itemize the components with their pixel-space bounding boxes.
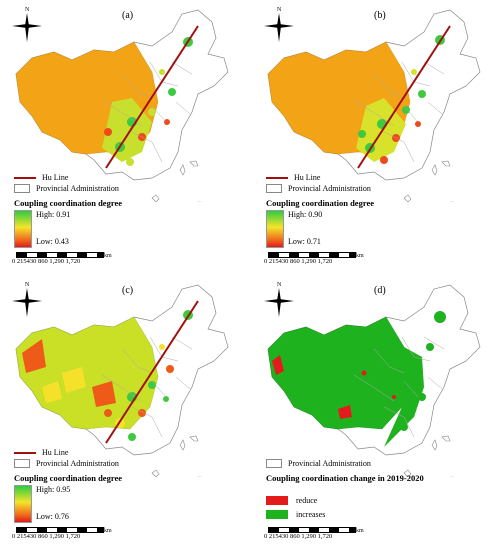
svg-text:N: N [277, 7, 282, 13]
north-arrow-icon: N [264, 7, 294, 42]
hu-line [105, 25, 199, 169]
legend-high: High: 0.91 [36, 210, 71, 219]
panel-letter: (d) [374, 285, 386, 296]
svg-text:N: N [25, 7, 30, 13]
scale-bar: 0 215430 860 1,290 1,720 km [12, 252, 112, 265]
map-a [15, 9, 229, 202]
legend-title: Coupling coordination degree [266, 198, 374, 208]
legend-high: High: 0.95 [36, 485, 71, 494]
hu-line-legend: Hu Line [14, 448, 68, 457]
hu-line [357, 25, 451, 169]
scale-bar: 0 215430 860 1,290 1,720 km [12, 527, 112, 540]
north-arrow-icon: N [12, 7, 42, 42]
increase-swatch [266, 510, 288, 519]
legend-title: Coupling coordination degree [14, 198, 122, 208]
hu-line [105, 300, 199, 444]
legend-low: Low: 0.43 [36, 237, 69, 246]
legend-low: Low: 0.71 [288, 237, 321, 246]
panel-b: N (b) Hu Line Provincial Administration … [254, 2, 500, 272]
increase-label: increases [296, 510, 326, 519]
eastern-units [384, 311, 446, 447]
legend-high: High: 0.90 [288, 210, 323, 219]
north-arrow-icon: N [264, 282, 294, 317]
panel-c: N (c) Hu Line Provincial Administration … [2, 277, 248, 547]
panel-d: N (d) Provincial Administration Coupling… [254, 277, 500, 547]
scale-bar: 0 215430 860 1,290 1,720 km [264, 527, 364, 540]
map-d [267, 284, 481, 477]
legend-low: Low: 0.76 [36, 512, 69, 521]
admin-legend: Provincial Administration [14, 459, 119, 468]
western-region-fill [15, 316, 159, 430]
panel-a: N (a) Hu Line Provincial Administration … [2, 2, 248, 272]
panel-letter: (c) [122, 285, 134, 296]
hu-line-legend: Hu Line [266, 173, 320, 182]
legend-title: Coupling coordination degree [14, 473, 122, 483]
admin-legend: Provincial Administration [266, 184, 371, 193]
map-c [15, 284, 229, 477]
eastern-units [104, 37, 193, 166]
admin-legend: Provincial Administration [266, 459, 371, 468]
north-arrow-icon: N [12, 282, 42, 317]
svg-text:N: N [277, 282, 282, 288]
color-ramp [266, 210, 284, 248]
reduce-label: reduce [296, 496, 318, 505]
reduce-units [272, 355, 396, 419]
hu-line-legend: Hu Line [14, 173, 68, 182]
color-ramp [14, 210, 32, 248]
scale-bar: 0 215430 860 1,290 1,720 km [264, 252, 364, 265]
reduce-swatch [266, 496, 288, 505]
color-ramp [14, 485, 32, 523]
map-b [267, 9, 481, 202]
admin-legend: Provincial Administration [14, 184, 119, 193]
panel-letter: (b) [374, 10, 386, 21]
mixed-units [22, 310, 193, 441]
central-mixed-region [102, 98, 152, 162]
legend-title: Coupling coordination change in 2019-202… [266, 473, 424, 483]
svg-text:N: N [25, 282, 30, 288]
panel-letter: (a) [122, 10, 134, 21]
